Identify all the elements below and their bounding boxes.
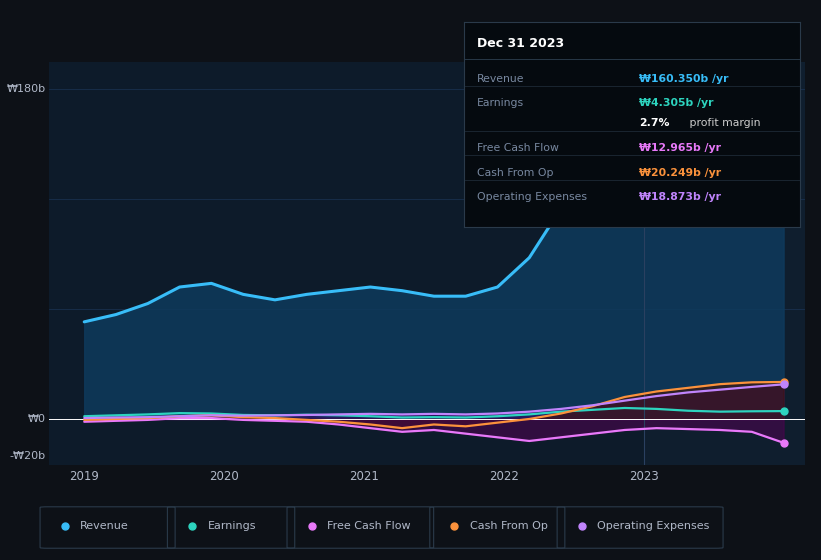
Text: Free Cash Flow: Free Cash Flow [477, 143, 559, 153]
Text: ₩18.873b /yr: ₩18.873b /yr [639, 192, 721, 202]
Text: Revenue: Revenue [477, 73, 525, 83]
Text: Cash From Op: Cash From Op [477, 167, 554, 178]
Text: Revenue: Revenue [80, 521, 129, 531]
Text: -₩20b: -₩20b [9, 451, 45, 461]
Point [777, 380, 790, 389]
Text: Earnings: Earnings [477, 98, 525, 108]
Text: profit margin: profit margin [686, 119, 760, 128]
Text: Operating Expenses: Operating Expenses [597, 521, 709, 531]
Text: 2.7%: 2.7% [639, 119, 669, 128]
Text: ₩12.965b /yr: ₩12.965b /yr [639, 143, 721, 153]
Point [777, 438, 790, 447]
Bar [644, 62, 805, 465]
Text: Free Cash Flow: Free Cash Flow [327, 521, 410, 531]
Text: ₩4.305b /yr: ₩4.305b /yr [639, 98, 713, 108]
Point [777, 407, 790, 416]
Text: Operating Expenses: Operating Expenses [477, 192, 587, 202]
Text: Cash From Op: Cash From Op [470, 521, 548, 531]
Text: Dec 31 2023: Dec 31 2023 [477, 37, 565, 50]
Point [777, 377, 790, 386]
Text: ₩20.249b /yr: ₩20.249b /yr [639, 167, 721, 178]
Text: ₩0: ₩0 [27, 414, 45, 424]
Text: Earnings: Earnings [208, 521, 256, 531]
Point [777, 122, 790, 130]
Text: ₩180b: ₩180b [7, 84, 45, 94]
Text: ₩160.350b /yr: ₩160.350b /yr [639, 73, 728, 83]
